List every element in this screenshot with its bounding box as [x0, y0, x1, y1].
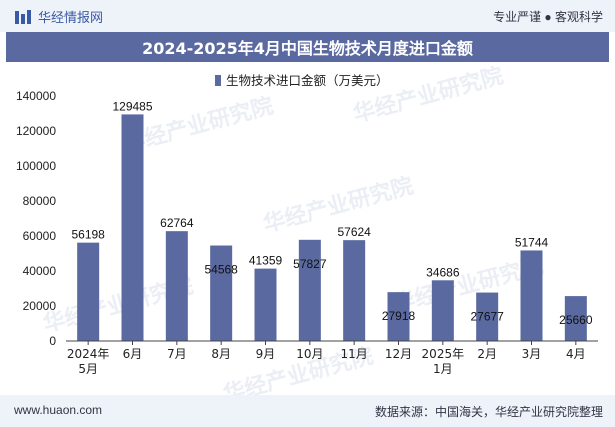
x-tick-label: 9月 [256, 347, 276, 361]
bar [476, 292, 499, 341]
brand[interactable]: 华经情报网 [14, 7, 103, 26]
logo-icon [15, 9, 31, 24]
y-tick-label: 80000 [23, 194, 57, 208]
bar [564, 296, 587, 341]
data-label: 27677 [470, 310, 504, 324]
x-tick-label: 12月 [385, 347, 412, 361]
data-label: 51744 [515, 235, 549, 249]
slogan: 专业严谨 ● 客观科学 [493, 10, 603, 24]
y-tick-label: 0 [49, 334, 56, 348]
data-label: 54568 [204, 263, 238, 277]
y-tick-label: 40000 [23, 264, 57, 278]
legend-swatch [215, 75, 221, 86]
bar [431, 280, 454, 341]
y-tick-label: 120000 [16, 124, 56, 138]
y-tick-label: 20000 [23, 299, 57, 313]
y-tick-label: 100000 [16, 159, 56, 173]
data-label: 41359 [249, 254, 283, 268]
bar [520, 250, 543, 341]
data-labels: 56198 129485 62764 54568 41359 57827 57624 2791… [71, 99, 592, 327]
bar [210, 245, 233, 341]
x-tick-label: 7月 [167, 347, 187, 361]
x-tick-label: 10月 [296, 347, 323, 361]
x-tick-label: 3月 [522, 347, 542, 361]
data-label: 129485 [112, 99, 152, 113]
data-label: 56198 [71, 228, 105, 242]
bar [298, 239, 321, 341]
data-label: 57624 [337, 225, 371, 239]
bars-group [77, 114, 587, 341]
x-tick-label: 1月 [433, 362, 453, 376]
data-label: 34686 [426, 265, 460, 279]
x-tick-label: 2025年 [422, 347, 465, 361]
bar [165, 231, 188, 341]
y-tick-label: 140000 [16, 89, 56, 103]
chart-title: 2024-2025年4月中国生物技术月度进口金额 [142, 39, 473, 58]
top-header-bar: 华经情报网 专业严谨 ● 客观科学 [0, 0, 615, 32]
y-tick-label: 60000 [23, 229, 57, 243]
x-tick-label: 2024年 [67, 347, 110, 361]
data-label: 62764 [160, 216, 194, 230]
y-axis: 0 20000 40000 60000 80000 100000 120000 140000 [16, 89, 56, 348]
bar-chart: 华经产业研究院 华经产业研究院华经产业研究院华经产业研究院华经产业研究院华经产业研… [16, 63, 598, 395]
x-tick-label: 4月 [566, 347, 586, 361]
brand-name: 华经情报网 [38, 10, 104, 25]
legend: 生物技术进口金额（万美元） [215, 73, 389, 88]
bar [77, 242, 100, 341]
data-label: 27918 [382, 309, 416, 323]
x-tick-label: 5月 [78, 362, 98, 376]
title-bar: 2024-2025年4月中国生物技术月度进口金额 [6, 32, 609, 62]
footer-bar: www.huaon.com 数据来源：中国海关，华经产业研究院整理 [0, 395, 615, 427]
bar [254, 268, 277, 341]
data-source: 数据来源：中国海关，华经产业研究院整理 [374, 405, 603, 419]
bar [343, 240, 366, 341]
x-tick-label: 6月 [123, 347, 143, 361]
x-tick-label: 8月 [211, 347, 231, 361]
data-label: 57827 [293, 257, 327, 271]
bar [121, 114, 144, 341]
legend-label: 生物技术进口金额（万美元） [226, 73, 389, 88]
x-tick-label: 2月 [477, 347, 497, 361]
x-tick-label: 11月 [341, 347, 368, 361]
website-link[interactable]: www.huaon.com [14, 403, 103, 417]
data-label: 25660 [559, 313, 593, 327]
bar [387, 292, 410, 341]
